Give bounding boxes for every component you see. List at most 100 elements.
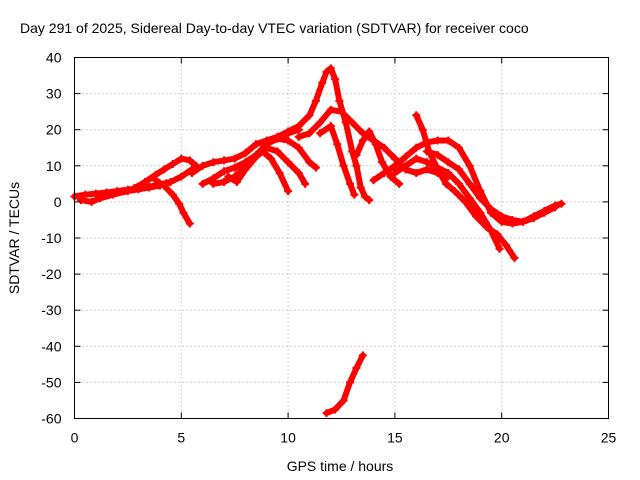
data-point-marker [185,156,194,165]
data-point-marker [76,196,85,205]
data-point-marker [130,184,139,193]
x-tick-label: 15 [387,430,403,446]
data-point-marker [497,212,506,221]
data-point-marker [160,181,169,190]
data-point-marker [433,165,442,174]
data-point-marker [442,179,451,188]
data-point-marker [461,197,470,206]
data-point-marker [422,158,431,167]
data-point-marker [311,96,320,105]
data-point-marker [529,214,538,223]
data-point-marker [326,122,335,131]
data-point-marker [335,96,344,105]
data-point-marker [232,178,241,187]
data-point-marker [305,111,314,120]
data-point-marker [454,143,463,152]
y-tick-label: -30 [41,302,61,318]
series-arc-9 [273,64,374,205]
data-point-marker [433,150,442,159]
data-point-marker [275,169,284,178]
data-point-marker [501,241,510,250]
data-point-marker [284,136,293,145]
data-point-marker [551,203,560,212]
series-arc-4 [151,176,194,228]
data-point-marker [96,194,105,203]
data-point-marker [352,161,361,170]
series-arc-15 [412,111,519,262]
data-point-marker [294,143,303,152]
data-point-marker [454,165,463,174]
data-point-marker [198,179,207,188]
data-point-marker [339,396,348,405]
y-tick-label: 0 [54,194,62,210]
data-point-marker [482,223,491,232]
data-point-marker [422,147,431,156]
y-axis-title: SDTVAR / TECUs [6,182,22,294]
data-point-marker [177,172,186,181]
data-point-marker [168,159,177,168]
data-point-marker [350,190,359,199]
data-point-marker [209,179,218,188]
data-point-marker [365,127,374,136]
data-point-marker [444,169,453,178]
x-axis-title: GPS time / hours [287,458,394,474]
y-tick-label: -60 [41,411,61,427]
data-point-marker [145,183,154,192]
data-point-marker [365,196,374,205]
data-point-marker [412,169,421,178]
data-point-marker [346,378,355,387]
data-point-marker [412,154,421,163]
data-point-marker [220,156,229,165]
data-point-marker [258,147,267,156]
series-line [225,148,292,195]
x-tick-label: 0 [71,430,79,446]
data-point-marker [91,189,100,198]
data-point-marker [166,178,175,187]
data-point-marker [401,152,410,161]
data-point-marker [220,167,229,176]
data-point-marker [390,161,399,170]
data-point-marker [267,154,276,163]
data-point-marker [465,194,474,203]
data-point-marker [273,147,282,156]
data-point-marker [495,244,504,253]
series-arc-3 [130,154,201,193]
data-point-marker [358,136,367,145]
data-point-marker [371,140,380,149]
data-point-marker [177,154,186,163]
data-point-marker [401,161,410,170]
data-point-marker [273,132,282,141]
data-point-marker [160,165,169,174]
data-point-marker [301,179,310,188]
data-point-marker [230,163,239,172]
data-point-marker [322,409,331,418]
data-point-marker [294,122,303,131]
data-point-marker [390,154,399,163]
data-point-marker [123,187,132,196]
data-point-marker [337,107,346,116]
data-point-marker [284,187,293,196]
data-point-marker [380,143,389,152]
series-arc-12 [352,127,404,188]
series-arc-17 [322,351,367,418]
data-point-marker [369,176,378,185]
data-point-marker [305,129,314,138]
data-point-marker [230,154,239,163]
data-point-marker [380,169,389,178]
data-point-marker [472,212,481,221]
data-point-marker [358,351,367,360]
data-point-marker [175,199,184,208]
data-point-marker [316,129,325,138]
data-point-marker [557,199,566,208]
series-arc-8 [224,147,293,196]
data-point-marker [444,158,453,167]
data-point-marker [252,152,261,161]
data-point-marker [140,178,149,187]
series-arc-16 [422,147,560,226]
series-line [152,177,193,227]
y-tick-label: -20 [41,266,61,282]
data-point-marker [418,125,427,134]
data-point-marker [241,165,250,174]
x-tick-label: 10 [280,430,296,446]
